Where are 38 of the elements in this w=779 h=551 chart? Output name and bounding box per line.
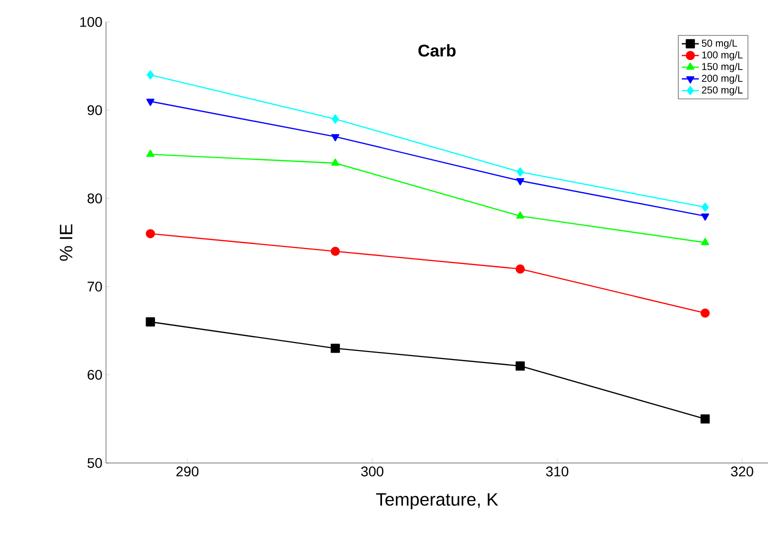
legend-label: 200 mg/L xyxy=(702,74,743,84)
point xyxy=(331,134,340,142)
point xyxy=(516,211,524,219)
x-axis-title: Temperature, K xyxy=(376,493,498,510)
y-tick-label: 80 xyxy=(88,193,102,204)
point xyxy=(701,213,710,221)
point xyxy=(516,361,525,371)
y-tick-label: 50 xyxy=(88,458,102,468)
point xyxy=(516,264,525,274)
point xyxy=(516,178,524,186)
point xyxy=(700,414,710,424)
point xyxy=(702,202,709,212)
legend-label: 50 mg/L xyxy=(702,39,738,49)
legend-label: 150 mg/L xyxy=(702,62,743,72)
point xyxy=(330,246,340,256)
y-tick-label: 100 xyxy=(80,17,102,27)
y-tick-label: 60 xyxy=(88,370,102,380)
point xyxy=(701,238,710,246)
y-tick-label: 70 xyxy=(88,282,102,292)
point xyxy=(146,317,155,326)
x-tick-label: 310 xyxy=(546,466,568,476)
x-tick-label: 300 xyxy=(361,466,384,476)
x-tick-label: 290 xyxy=(176,466,198,476)
point xyxy=(146,98,154,106)
y-axis-title: % IE xyxy=(60,224,72,261)
point xyxy=(146,229,155,238)
y-tick-label: 90 xyxy=(88,105,102,116)
legend-label: 100 mg/L xyxy=(702,51,743,60)
legend-label: 250 mg/L xyxy=(702,86,743,96)
point xyxy=(330,344,340,353)
point xyxy=(331,158,340,166)
point xyxy=(332,114,339,124)
x-tick-label: 320 xyxy=(731,466,754,476)
text: Carb xyxy=(418,44,456,57)
point xyxy=(516,167,524,177)
point xyxy=(146,70,154,80)
point xyxy=(700,308,710,318)
point xyxy=(146,150,154,157)
